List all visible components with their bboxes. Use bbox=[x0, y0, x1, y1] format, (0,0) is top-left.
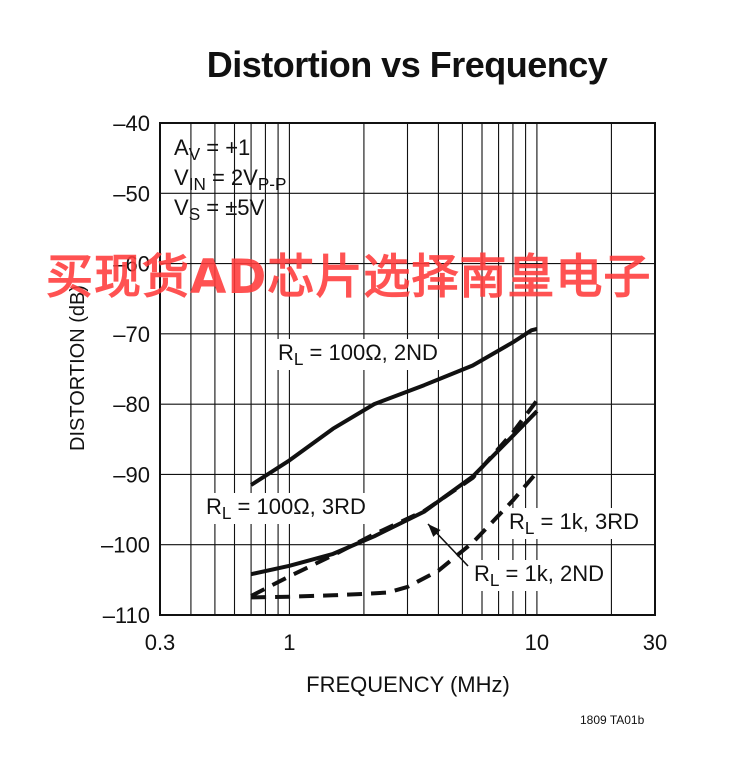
series-label-background bbox=[275, 339, 441, 370]
figure-id: 1809 TA01b bbox=[580, 713, 645, 727]
series-label-4: RL = 1k, 2ND bbox=[474, 561, 604, 590]
y-tick-label: –70 bbox=[113, 322, 150, 347]
series-label-1: RL = 100Ω, 2ND bbox=[278, 340, 438, 369]
series-line-1 bbox=[250, 326, 538, 487]
x-tick-label: 30 bbox=[643, 630, 667, 655]
condition-label: VS = ±5V bbox=[174, 195, 265, 224]
series-label-background bbox=[471, 560, 607, 591]
series-label-background bbox=[203, 493, 369, 524]
x-axis-label: FREQUENCY (MHz) bbox=[306, 672, 510, 697]
y-tick-label: –110 bbox=[103, 603, 150, 628]
y-tick-label: –80 bbox=[113, 392, 150, 417]
y-tick-label: –50 bbox=[113, 181, 150, 206]
series-label-3: RL = 1k, 3RD bbox=[509, 509, 639, 538]
watermark-text: 买现货AD芯片选择南皇电子 bbox=[46, 250, 652, 305]
plot-frame bbox=[159, 122, 656, 616]
y-axis-label: DISTORTION (dB) bbox=[67, 285, 89, 451]
series-label-2: RL = 100Ω, 3RD bbox=[206, 494, 366, 523]
series-line-3 bbox=[251, 471, 539, 600]
x-tick-label: 0.3 bbox=[145, 630, 176, 655]
leader-arrowhead bbox=[428, 524, 441, 537]
y-tick-label: –90 bbox=[113, 462, 150, 487]
condition-label: AV = +1 bbox=[174, 135, 250, 164]
condition-label: VIN = 2VP-P bbox=[174, 165, 286, 194]
y-tick-label: –60 bbox=[113, 252, 150, 277]
x-tick-label: 10 bbox=[525, 630, 549, 655]
chart-title: Distortion vs Frequency bbox=[206, 44, 608, 85]
series-group bbox=[250, 326, 539, 600]
series-line-4 bbox=[250, 409, 539, 577]
x-tick-label: 1 bbox=[283, 630, 295, 655]
y-tick-label: –100 bbox=[101, 533, 150, 558]
y-tick-label: –40 bbox=[113, 111, 150, 136]
series-label-background bbox=[506, 508, 642, 539]
